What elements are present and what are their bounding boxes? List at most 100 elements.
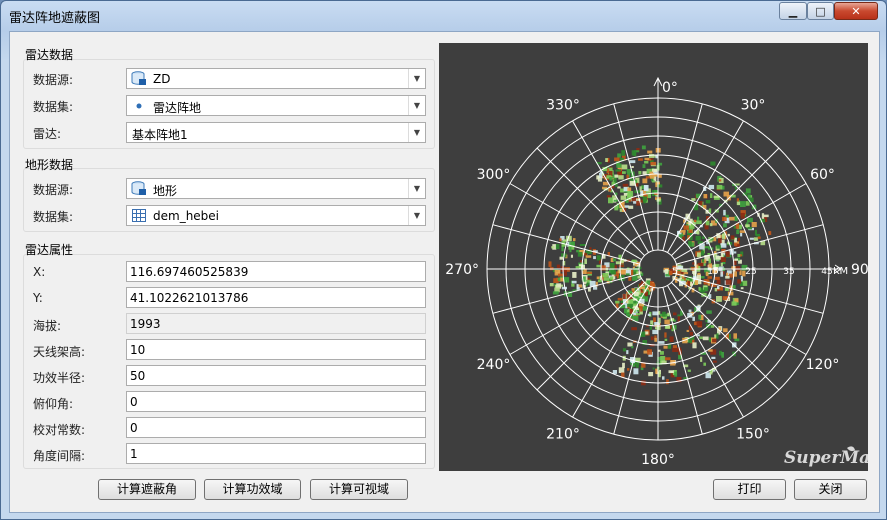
radar-combo[interactable]: 基本阵地1 ▼ (126, 122, 426, 143)
coverage-cell (696, 220, 702, 225)
maximize-button[interactable]: □ (807, 2, 834, 20)
coverage-cell (593, 284, 598, 290)
angle-interval-input[interactable]: 1 (126, 443, 426, 464)
point-dataset-icon (136, 103, 142, 109)
coverage-cell (732, 285, 736, 289)
radial-line (662, 103, 703, 251)
coverage-cell (610, 270, 616, 275)
coverage-cell (734, 183, 740, 186)
calibration-constant-input[interactable]: 0 (126, 417, 426, 438)
coverage-cell (602, 174, 609, 178)
calculate-visible-area-button[interactable]: 计算可视域 (310, 479, 408, 500)
coverage-cell (745, 188, 751, 194)
terrain-datasource-combo[interactable]: 地形 ▼ (126, 178, 426, 199)
coverage-cell (742, 280, 748, 286)
effective-radius-input[interactable]: 50 (126, 365, 426, 386)
coverage-cell (644, 291, 648, 296)
polar-chart-svg: 0° 30° 60° 90° 120° 150° 180° 210° 240° 270° 300° 3… (445, 76, 882, 468)
coverage-cell (682, 236, 686, 242)
coverage-cell (649, 324, 652, 330)
coverage-cell (740, 251, 744, 257)
chevron-down-icon[interactable]: ▼ (408, 179, 425, 198)
coverage-cell (647, 349, 652, 355)
coverage-cell (661, 360, 667, 365)
print-button[interactable]: 打印 (713, 479, 786, 500)
coverage-cell (719, 350, 722, 356)
coverage-cell (768, 231, 772, 235)
coverage-cell (707, 276, 712, 279)
coverage-cell (704, 223, 709, 230)
coverage-cell (653, 317, 656, 323)
coverage-cell (691, 198, 696, 201)
coverage-cell (718, 179, 722, 182)
coverage-cell (629, 180, 636, 186)
minimize-button[interactable]: ▁ (779, 2, 807, 20)
calculate-mask-angle-button[interactable]: 计算遮蔽角 (98, 479, 196, 500)
coverage-cell (666, 379, 669, 385)
coverage-cell (745, 224, 750, 227)
coverage-cell (754, 242, 759, 245)
y-input[interactable]: 41.1022621013786 (126, 287, 426, 308)
coverage-cell (763, 214, 769, 218)
coverage-cell (626, 169, 633, 174)
coverage-cell (615, 169, 621, 172)
coverage-cell (612, 370, 617, 374)
coverage-cell (709, 223, 713, 227)
antenna-height-label: 天线架高: (33, 345, 86, 359)
title-bar[interactable]: 雷达阵地遮蔽图 ▁ □ ✕ (1, 1, 886, 31)
coverage-cell (692, 316, 695, 321)
elevation-label: 海拔: (33, 319, 62, 333)
coverage-cell (720, 252, 724, 258)
coverage-cell (639, 331, 646, 337)
coverage-cell (624, 308, 629, 314)
coverage-cell (597, 279, 603, 283)
coverage-cell (720, 243, 727, 248)
radial-line (613, 103, 654, 251)
coverage-cell (708, 349, 713, 352)
coverage-cell (724, 287, 729, 291)
coverage-cell (663, 345, 668, 349)
coverage-cell (757, 236, 761, 239)
close-window-button[interactable]: ✕ (834, 2, 878, 20)
radar-polar-map[interactable]: 0° 30° 60° 90° 120° 150° 180° 210° 240° 270° 300° 3… (439, 43, 882, 471)
chevron-down-icon[interactable]: ▼ (408, 69, 425, 88)
terrain-dataset-combo[interactable]: dem_hebei ▼ (126, 205, 426, 226)
coverage-cell (673, 319, 676, 322)
radar-dataset-combo[interactable]: 雷达阵地 ▼ (126, 95, 426, 116)
coverage-cell (668, 370, 674, 374)
coverage-cell (600, 265, 606, 271)
chevron-down-icon[interactable]: ▼ (408, 206, 425, 225)
coverage-cell (734, 338, 740, 342)
chevron-down-icon[interactable]: ▼ (408, 123, 425, 142)
coverage-cell (675, 271, 681, 276)
coverage-cell (708, 247, 714, 250)
x-input[interactable]: 116.697460525839 (126, 261, 426, 282)
coverage-cell (703, 204, 707, 210)
pitch-angle-input[interactable]: 0 (126, 391, 426, 412)
coverage-cell (690, 281, 693, 286)
coverage-cell (645, 296, 649, 302)
coverage-cell (633, 291, 639, 297)
coverage-cell (607, 252, 610, 257)
coverage-cell (615, 261, 621, 265)
coverage-cell (616, 163, 622, 168)
radar-datasource-combo[interactable]: ZD ▼ (126, 68, 426, 89)
coverage-cell (688, 241, 692, 247)
coverage-cell (551, 246, 555, 249)
close-button[interactable]: 关闭 (794, 479, 867, 500)
coverage-cell (596, 255, 601, 261)
coverage-cell (763, 217, 768, 222)
radar-label: 雷达: (33, 127, 62, 141)
angle-label: 120° (806, 357, 840, 373)
coverage-cell (672, 345, 677, 349)
calculate-effective-area-button[interactable]: 计算功效域 (204, 479, 301, 500)
chevron-down-icon[interactable]: ▼ (408, 96, 425, 115)
coverage-cell (721, 352, 724, 358)
coverage-cell (667, 312, 670, 316)
coverage-cell (730, 194, 736, 198)
coverage-cell (599, 172, 603, 179)
antenna-height-input[interactable]: 10 (126, 339, 426, 360)
coverage-cell (638, 171, 642, 175)
east-arrow-icon (834, 264, 842, 274)
